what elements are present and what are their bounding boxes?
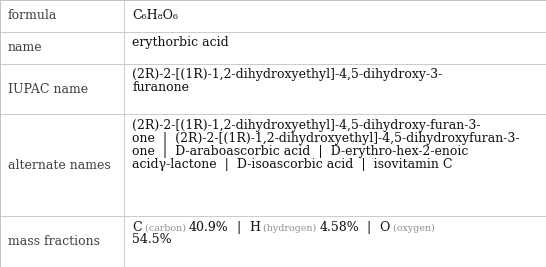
Text: IUPAC name: IUPAC name — [8, 83, 88, 96]
Text: acidγ-lactone  |  D-isoascorbic acid  |  isovitamin C: acidγ-lactone | D-isoascorbic acid | iso… — [133, 158, 453, 171]
Text: formula: formula — [8, 9, 57, 22]
Text: |: | — [229, 221, 249, 234]
Bar — [124, 0, 546, 32]
Text: (oxygen): (oxygen) — [390, 223, 435, 233]
Text: 54.5%: 54.5% — [133, 233, 172, 246]
Bar — [0, 64, 124, 115]
Text: 4.58%: 4.58% — [319, 221, 359, 234]
Bar — [124, 64, 546, 115]
Text: C: C — [133, 221, 142, 234]
Bar — [124, 217, 546, 267]
Bar — [0, 217, 124, 267]
Text: (2R)-2-[(1R)-1,2-dihydroxyethyl]-4,5-dihydroxy-3-: (2R)-2-[(1R)-1,2-dihydroxyethyl]-4,5-dih… — [133, 68, 443, 81]
Text: (carbon): (carbon) — [142, 224, 189, 233]
Text: C₆H₈O₆: C₆H₈O₆ — [133, 9, 179, 22]
Bar — [0, 0, 124, 32]
Text: (2R)-2-[(1R)-1,2-dihydroxyethyl]-4,5-dihydroxy-furan-3-: (2R)-2-[(1R)-1,2-dihydroxyethyl]-4,5-dih… — [133, 119, 481, 132]
Text: one  |  (2R)-2-[(1R)-1,2-dihydroxyethyl]-4,5-dihydroxyfuran-3-: one | (2R)-2-[(1R)-1,2-dihydroxyethyl]-4… — [133, 132, 520, 145]
Text: 40.9%: 40.9% — [189, 221, 229, 234]
Bar — [0, 115, 124, 217]
Text: erythorbic acid: erythorbic acid — [133, 36, 229, 49]
Text: name: name — [8, 41, 43, 54]
Text: |: | — [359, 221, 379, 234]
Text: H: H — [249, 221, 260, 234]
Text: O: O — [379, 221, 390, 234]
Text: (hydrogen): (hydrogen) — [260, 223, 319, 233]
Text: mass fractions: mass fractions — [8, 235, 100, 248]
Text: one  |  D-araboascorbic acid  |  D-erythro-hex-2-enoic: one | D-araboascorbic acid | D-erythro-h… — [133, 145, 469, 158]
Bar — [124, 115, 546, 217]
Bar — [0, 32, 124, 64]
Bar — [124, 32, 546, 64]
Text: furanone: furanone — [133, 81, 189, 94]
Text: alternate names: alternate names — [8, 159, 111, 172]
